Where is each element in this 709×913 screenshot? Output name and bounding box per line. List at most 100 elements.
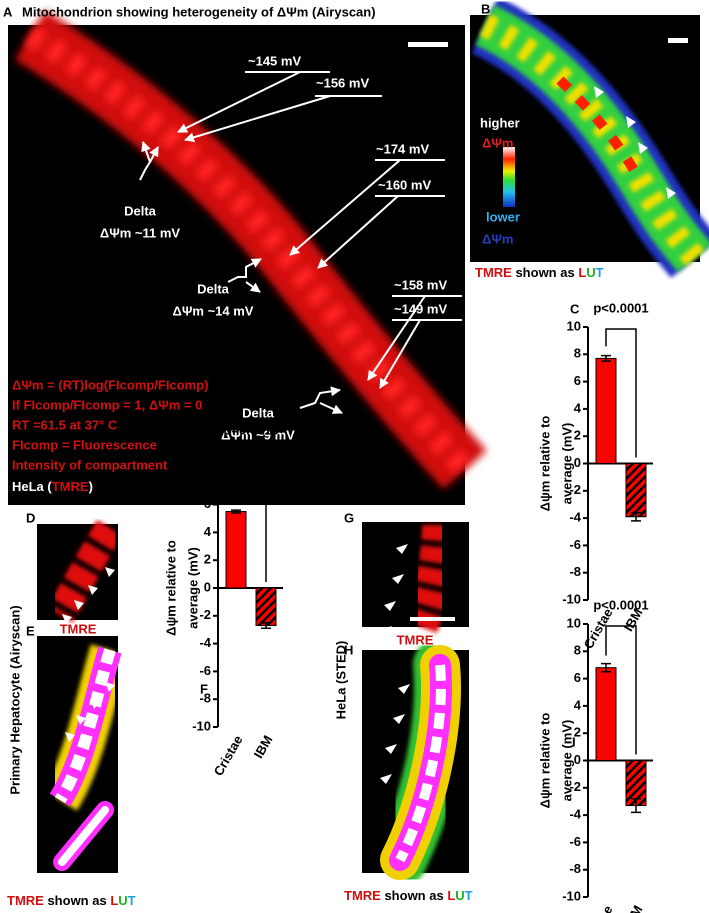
lut-caption: TMRE shown as LUT bbox=[344, 888, 473, 903]
cell-label: HeLa (TMRE) bbox=[12, 479, 93, 494]
y-tick-label: 0 bbox=[204, 579, 211, 594]
error-bar bbox=[231, 509, 241, 514]
y-tick-label: 6 bbox=[574, 670, 581, 685]
formula-line: ΔΨm = (RT)log(FIcomp/FIcomp) bbox=[12, 377, 208, 392]
y-tick-label: 2 bbox=[574, 428, 581, 443]
formula-line: Intensity of compartment bbox=[12, 457, 168, 472]
y-tick-label: 10 bbox=[567, 318, 581, 333]
formula-line: RT =61.5 at 37° C bbox=[12, 417, 118, 432]
y-tick-label: 10 bbox=[567, 615, 581, 630]
cell-label-part: TMRE bbox=[52, 479, 89, 494]
y-tick-label: 2 bbox=[574, 725, 581, 740]
y-tick-label: -4 bbox=[199, 635, 211, 650]
significance-bracket bbox=[605, 328, 637, 458]
scale-label: ΔΨm bbox=[482, 231, 513, 246]
y-tick-label: -10 bbox=[192, 718, 211, 733]
y-tick-label: 4 bbox=[574, 697, 582, 712]
y-tick-label: 10 bbox=[197, 440, 211, 455]
y-tick-label: -2 bbox=[569, 779, 581, 794]
x-tick-label: Cristae bbox=[581, 606, 616, 652]
bar bbox=[625, 463, 647, 518]
panel-letter: H bbox=[344, 642, 353, 657]
y-tick-label: 4 bbox=[204, 524, 212, 539]
panel-letter: A bbox=[3, 4, 13, 19]
tmre-caption: TMRE bbox=[60, 621, 97, 636]
lut-caption-part: TMRE bbox=[475, 265, 512, 280]
mv-label: ~174 mV bbox=[376, 141, 429, 156]
panel-letter: G bbox=[344, 510, 354, 525]
formula-line: If FIcomp/FIcomp = 1, ΔΨm = 0 bbox=[12, 397, 202, 412]
lut-caption-part: L bbox=[578, 265, 586, 280]
panel-letter: D bbox=[26, 510, 35, 525]
error-bar bbox=[631, 511, 641, 522]
mv-label: ~149 mV bbox=[394, 301, 447, 316]
formula-line: FIcomp = Fluorescence bbox=[12, 437, 157, 452]
significance-bracket bbox=[235, 450, 267, 582]
y-tick-label: 8 bbox=[574, 346, 581, 361]
figure-title: Mitochondrion showing heterogeneity of Δ… bbox=[22, 4, 376, 19]
y-tick-label: -2 bbox=[569, 482, 581, 497]
y-tick-label: 6 bbox=[204, 496, 211, 511]
lut-caption-part: shown as bbox=[512, 265, 578, 280]
y-axis-label: Δψm relative to bbox=[163, 540, 178, 636]
y-tick-label: 8 bbox=[204, 468, 211, 483]
y-tick-label: -2 bbox=[199, 607, 211, 622]
delta-label: ΔΨm ~9 mV bbox=[221, 427, 295, 442]
y-tick-label: -10 bbox=[562, 888, 581, 903]
delta-label: Delta bbox=[197, 281, 230, 296]
delta-label: ΔΨm ~11 mV bbox=[100, 225, 181, 240]
x-tick-label: Cristae bbox=[211, 733, 246, 779]
error-bar bbox=[261, 622, 271, 630]
error-bar bbox=[601, 354, 611, 362]
lut-caption: TMRE shown as LUT bbox=[475, 265, 604, 280]
lut-caption: TMRE shown as LUT bbox=[7, 893, 136, 908]
panel-letter: E bbox=[26, 623, 35, 638]
lut-caption-part: U bbox=[118, 893, 127, 908]
lut-caption-part: TMRE bbox=[344, 888, 381, 903]
y-tick-label: -6 bbox=[569, 834, 581, 849]
images bbox=[8, 0, 709, 887]
bar bbox=[595, 357, 617, 464]
lut-caption-part: TMRE bbox=[7, 893, 44, 908]
bar bbox=[255, 587, 277, 627]
lut-caption-part: T bbox=[465, 888, 473, 903]
delta-label: Delta bbox=[242, 405, 275, 420]
p-value: p<0.0001 bbox=[593, 300, 648, 315]
x-tick-label: IBM bbox=[251, 733, 276, 761]
y-axis-label: average (mV) bbox=[559, 720, 574, 802]
lut-caption-part: L bbox=[447, 888, 455, 903]
significance-bracket bbox=[605, 625, 637, 755]
error-bar bbox=[631, 797, 641, 814]
mv-label: ~158 mV bbox=[394, 277, 447, 292]
delta-label: ΔΨm ~14 mV bbox=[173, 303, 254, 318]
y-tick-label: 0 bbox=[574, 455, 581, 470]
panel-letter: I bbox=[572, 734, 576, 749]
p-value: p=0.0016 bbox=[223, 422, 278, 437]
scale-label: lower bbox=[486, 209, 520, 224]
delta-label: Delta bbox=[124, 203, 157, 218]
p-value: p<0.0001 bbox=[593, 597, 648, 612]
lut-caption-part: T bbox=[128, 893, 136, 908]
x-tick-label: Cristae bbox=[581, 903, 616, 913]
y-tick-label: 0 bbox=[574, 752, 581, 767]
y-tick-label: -6 bbox=[199, 663, 211, 678]
panel-letter: B bbox=[481, 1, 490, 16]
mv-label: ~145 mV bbox=[248, 53, 301, 68]
y-tick-label: -8 bbox=[199, 691, 211, 706]
lut-caption-part: shown as bbox=[44, 893, 110, 908]
error-bar bbox=[601, 662, 611, 673]
panel-letter: C bbox=[570, 301, 580, 316]
bar bbox=[225, 511, 247, 589]
mv-label: ~156 mV bbox=[316, 75, 369, 90]
y-tick-label: -8 bbox=[569, 564, 581, 579]
lut-caption-part: U bbox=[586, 265, 595, 280]
side-label: Primary Hepatocyte (Airyscan) bbox=[7, 605, 22, 794]
y-tick-label: 4 bbox=[574, 400, 582, 415]
scale-label: higher bbox=[480, 115, 520, 130]
lut-caption-part: shown as bbox=[381, 888, 447, 903]
side-label: HeLa (STED) bbox=[333, 641, 348, 720]
lut-caption-part: T bbox=[596, 265, 604, 280]
tmre-caption: TMRE bbox=[397, 632, 434, 647]
y-tick-label: 8 bbox=[574, 643, 581, 658]
